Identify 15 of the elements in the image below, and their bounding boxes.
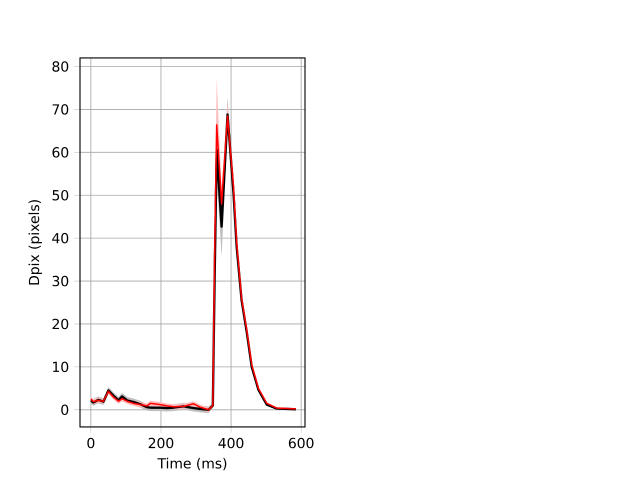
- y-axis-title: Dpix (pixels): [28, 200, 42, 285]
- y-tick-label: 70: [52, 104, 68, 115]
- y-tick-label: 0: [61, 404, 68, 416]
- y-tick-label: 10: [53, 362, 68, 372]
- y-tick-label: 80: [52, 61, 68, 72]
- x-tick-label: 600: [288, 438, 314, 448]
- x-tick-label: 0: [87, 438, 94, 448]
- x-tick-label: 200: [148, 438, 174, 448]
- y-tick-label: 30: [52, 276, 68, 286]
- y-tick-label: 20: [52, 318, 68, 330]
- y-tick-label: 60: [52, 147, 68, 158]
- y-tick-label: 40: [52, 232, 68, 244]
- x-tick-label: 400: [218, 438, 244, 448]
- y-tick-label: 50: [52, 190, 68, 200]
- x-axis-title: Time (ms): [157, 458, 226, 470]
